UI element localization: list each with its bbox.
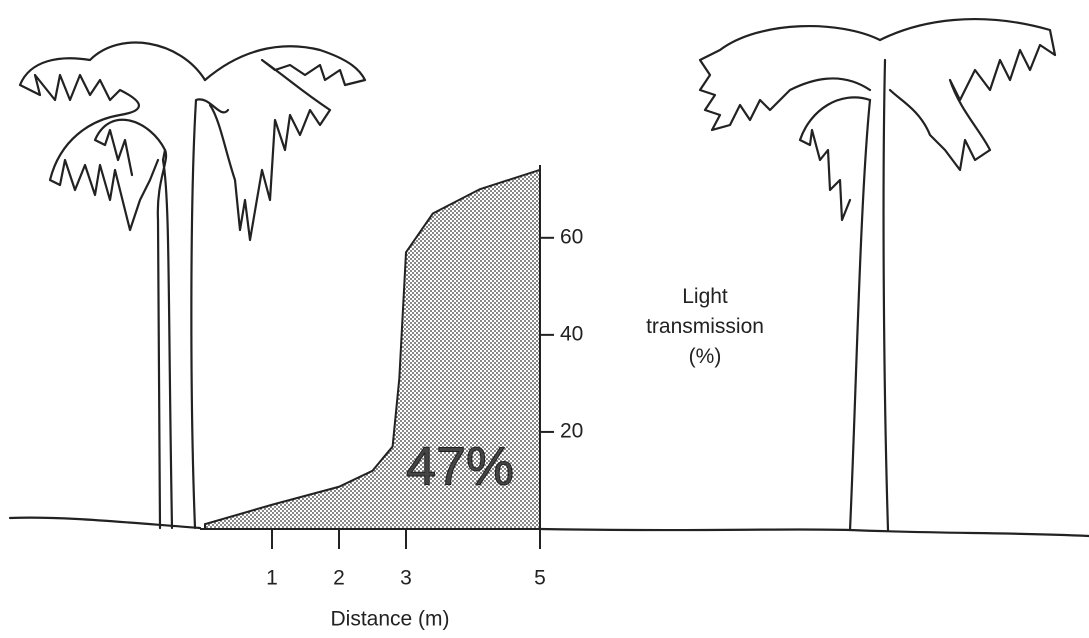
x-tick-label: 3 [400,567,412,590]
y-tick-label: 20 [560,419,583,442]
chart: 47% 20 40 60 1 2 3 5 Distance (m) [0,0,1089,638]
x-tick-label: 5 [534,567,546,590]
x-axis-label: Distance (m) [330,608,449,631]
right-palm [700,19,1055,530]
y-axis-label: Light transmission (%) [640,282,770,372]
annotation: 47% [406,436,514,496]
y-tick-label: 60 [560,225,583,248]
figure: 47% 20 40 60 1 2 3 5 Distance (m) Light transmi… [0,0,1089,638]
x-tick-label: 2 [333,567,345,590]
x-tick-label: 1 [266,567,278,590]
left-palm [20,43,365,528]
y-tick-label: 40 [560,322,583,345]
